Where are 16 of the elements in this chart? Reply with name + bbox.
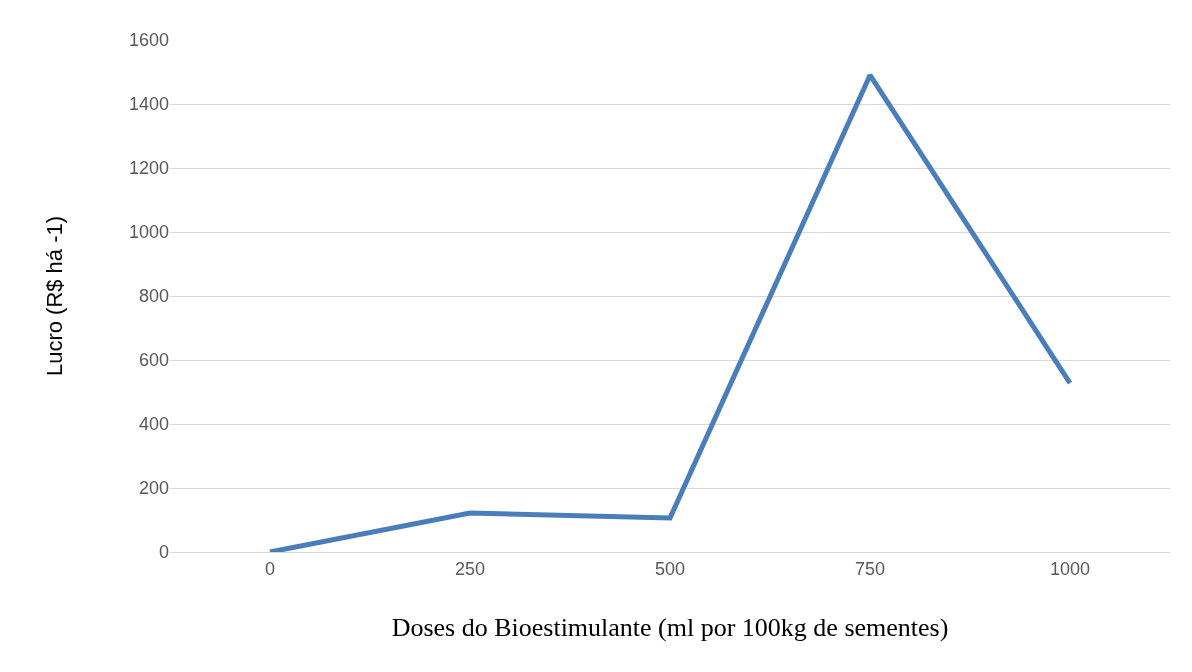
y-tick-label: 1200: [128, 158, 169, 179]
y-tick-label: 800: [138, 286, 169, 307]
x-axis-title: Doses do Bioestimulante (ml por 100kg de sementes): [391, 613, 949, 643]
y-tick-label: 200: [138, 478, 169, 499]
y-tick-label: 1000: [128, 222, 169, 243]
x-tick-label: 500: [654, 558, 686, 579]
x-tick-label: 750: [854, 558, 886, 579]
y-tick-label: 600: [138, 350, 169, 371]
x-tick-label: 1000: [1049, 558, 1091, 579]
y-tick-label: 1400: [128, 94, 169, 115]
y-tick-label: 400: [138, 414, 169, 435]
y-tick-label: 1600: [128, 30, 169, 51]
x-tick-label: 0: [264, 558, 276, 579]
y-tick-label: 0: [158, 542, 169, 563]
x-tick-label: 250: [454, 558, 486, 579]
y-axis-title: Lucro (R$ há -1): [41, 215, 67, 377]
